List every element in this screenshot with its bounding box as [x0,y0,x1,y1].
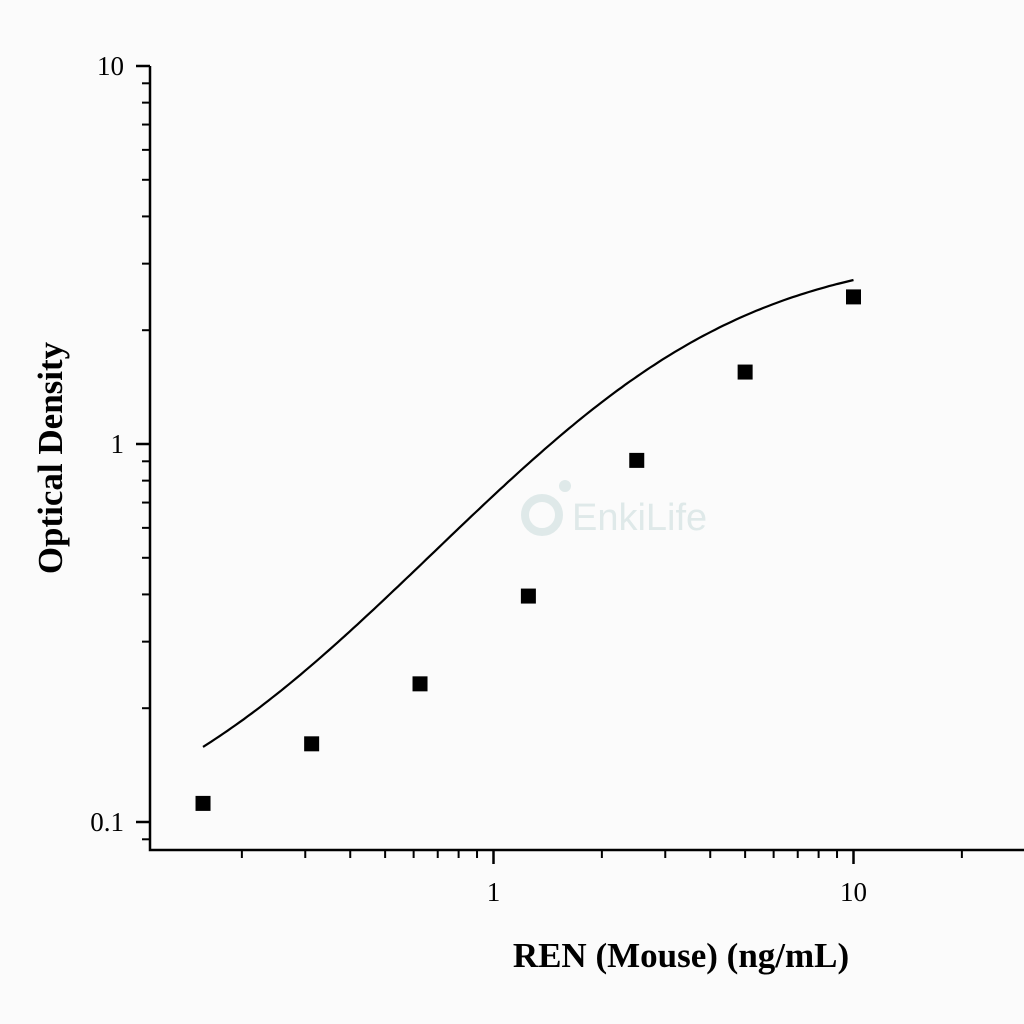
x-axis-title: REN (Mouse) (ng/mL) [513,936,849,975]
y-axis-title: Optical Density [31,341,70,574]
x-tick-label: 10 [840,877,867,907]
data-point [846,289,861,305]
x-minor-ticks [240,850,963,858]
x-major-ticks [492,850,855,864]
watermark-text: EnkiLife [572,497,707,539]
x-tick-label: 1 [487,877,501,907]
data-point [629,452,645,468]
x-tick-labels: 1 10 [487,877,867,907]
y-tick-labels: 0.1 1 10 [90,51,124,837]
y-tick-label: 0.1 [90,807,124,837]
axes-frame [148,66,1024,852]
y-tick-label: 1 [111,429,125,459]
watermark-logo: EnkiLife [521,480,707,539]
data-point [304,736,320,752]
y-tick-label: 10 [97,51,124,81]
y-major-ticks [136,64,150,824]
y-minor-ticks [142,82,150,841]
data-point [412,676,428,692]
fit-curve [202,278,854,748]
data-points [195,289,861,811]
data-point [737,364,753,380]
data-point [195,795,211,811]
data-point [520,588,536,604]
